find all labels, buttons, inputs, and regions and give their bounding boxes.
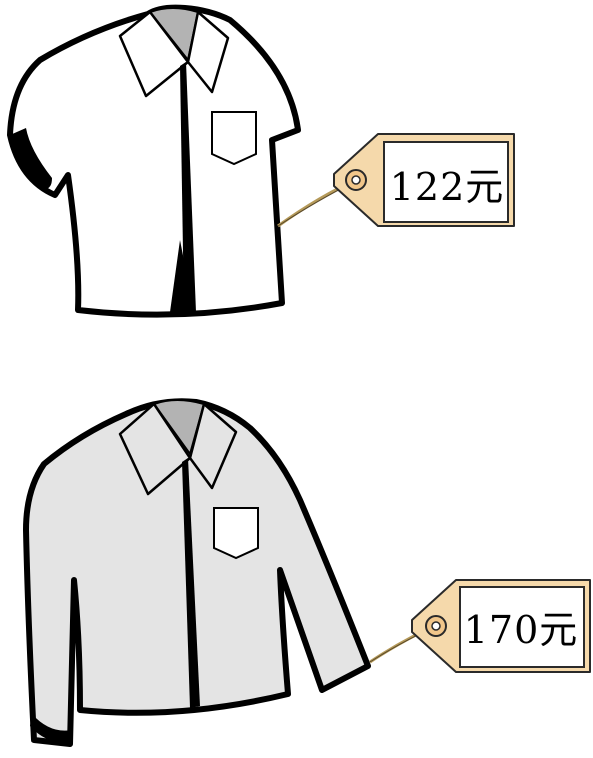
product-long-sleeve-shirt <box>0 390 593 758</box>
price-label-short-sleeve: 122元 <box>389 164 505 209</box>
product-short-sleeve-shirt: 122元 <box>0 0 593 330</box>
price-label-long-sleeve: 170元 <box>463 607 579 652</box>
short-sleeve-shirt-illustration <box>7 4 515 318</box>
long-sleeve-shirt-illustration <box>23 398 591 747</box>
